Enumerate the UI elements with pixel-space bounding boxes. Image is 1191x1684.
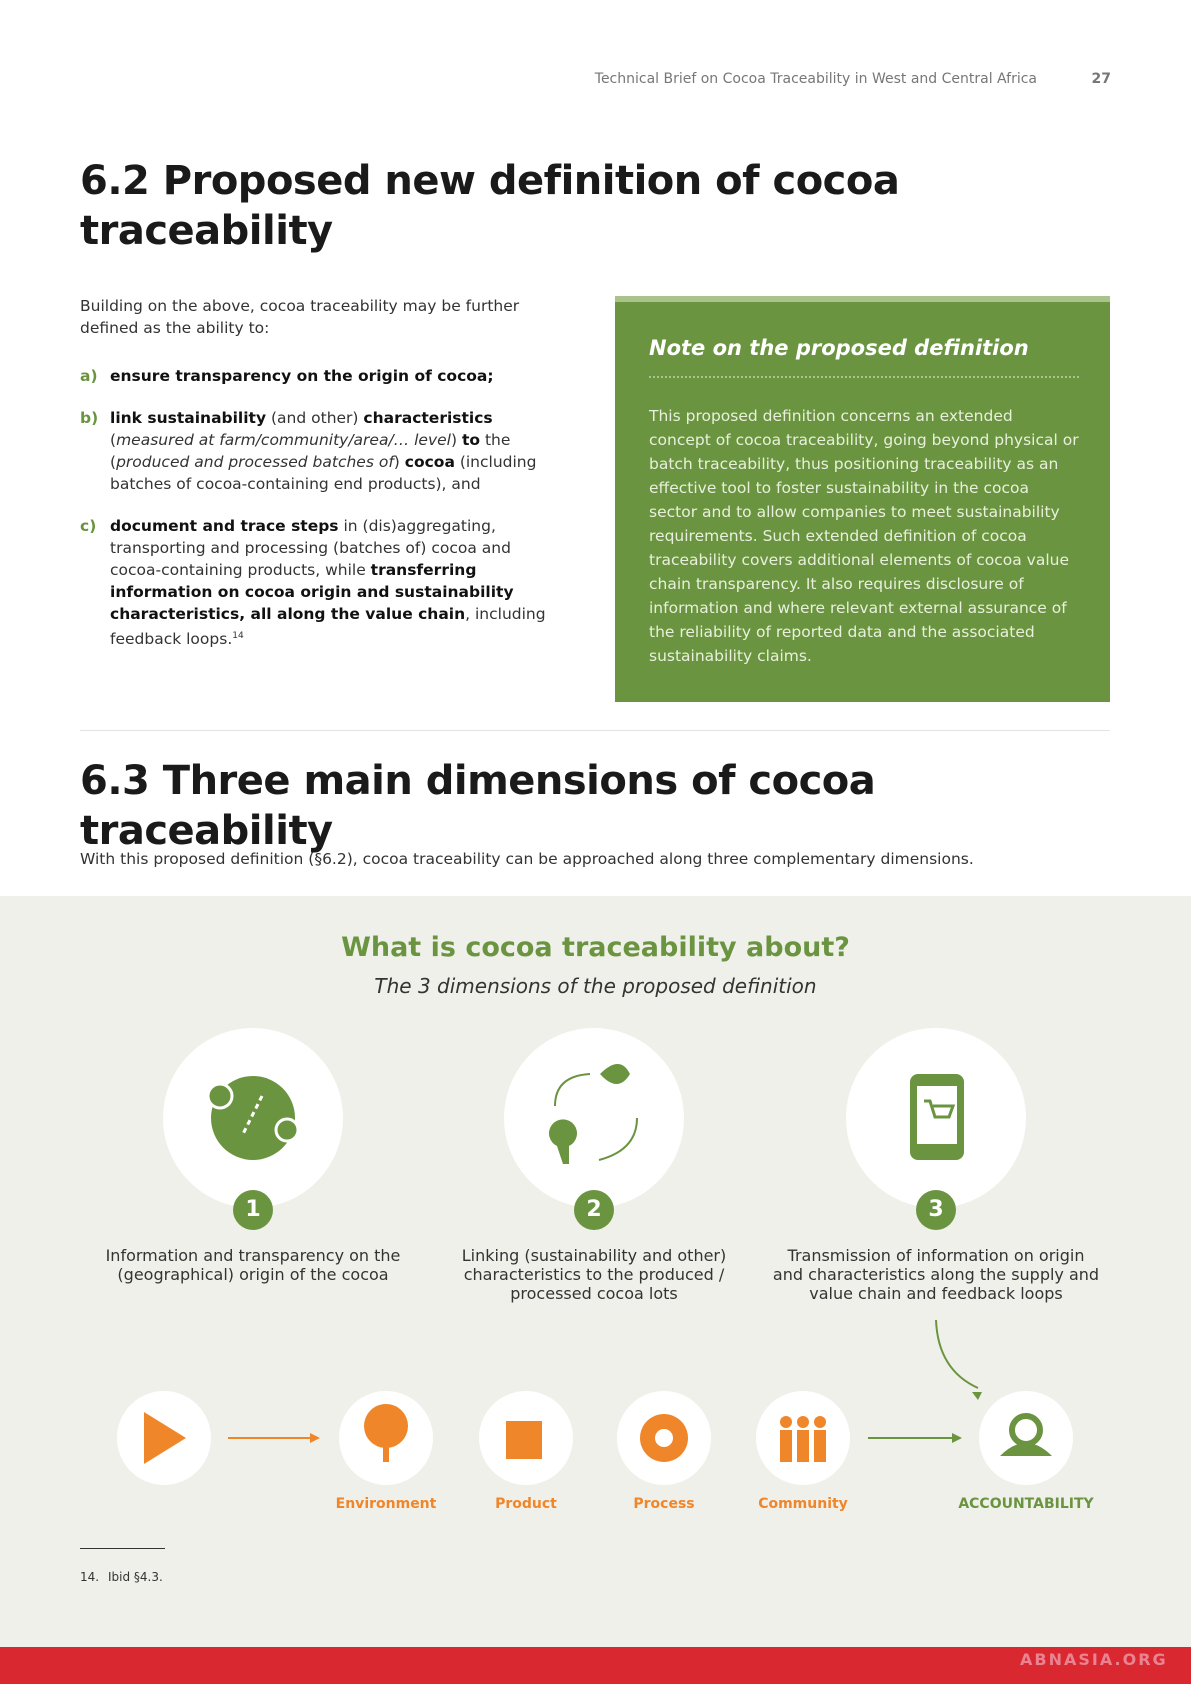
list-marker: a) xyxy=(80,367,98,385)
page-number: 27 xyxy=(1091,71,1111,87)
text-run: ) xyxy=(393,453,405,471)
footnote-number: 14. xyxy=(80,1570,100,1584)
text-run: characteristics xyxy=(363,409,493,427)
divider xyxy=(80,730,1110,731)
dimension-text: Linking (sustainability and other) chara… xyxy=(461,1246,727,1303)
text-run: 14 xyxy=(232,631,244,641)
text-run: transferring information on cocoa origin… xyxy=(110,561,514,623)
text-run: (and other) xyxy=(266,409,364,427)
dotted-rule xyxy=(649,376,1079,378)
infographic-art xyxy=(117,1028,1073,1485)
dimension-number: 3 xyxy=(928,1197,944,1222)
heading: 6.3 Three main dimensions of cocoa trace… xyxy=(80,758,876,854)
text-run: the ( xyxy=(110,431,511,471)
list-text: document and trace steps in (dis)aggrega… xyxy=(110,515,550,650)
text-run: , including feedback loops. xyxy=(110,605,546,649)
text-run: (including batches of cocoa-containing e… xyxy=(110,453,537,493)
text-run: in (dis)aggregating, transporting and pr… xyxy=(110,517,511,579)
list: a) ensure transparency on the origin of c… xyxy=(80,365,550,670)
text-run: ( xyxy=(110,431,117,449)
text-run: ) xyxy=(450,431,462,449)
dimension-number: 1 xyxy=(245,1197,261,1222)
dimension-number: 2 xyxy=(586,1197,602,1222)
running-title: Technical Brief on Cocoa Traceability in… xyxy=(594,71,1037,87)
note-title: Note on the proposed definition xyxy=(649,336,1029,360)
dimension-text: Transmission of information on origin an… xyxy=(772,1246,1100,1303)
heading: 6.2 Proposed new definition of cocoa tra… xyxy=(80,158,900,254)
note-box: Note on the proposed definition This pro… xyxy=(615,296,1110,702)
list-marker: b) xyxy=(80,409,99,427)
flow-label: Product xyxy=(495,1496,557,1512)
flow-label: Environment xyxy=(335,1496,437,1512)
dimension-text: Information and transparency on the (geo… xyxy=(105,1246,401,1284)
infographic-subtitle: The 3 dimensions of the proposed definit… xyxy=(374,974,817,998)
watermark: ABNASIA.ORG xyxy=(1020,1650,1168,1669)
text-run: cocoa xyxy=(404,453,455,471)
list-item: b) link sustainability (and other) charac… xyxy=(80,407,550,495)
intro: Building on the above, cocoa traceabilit… xyxy=(80,297,520,337)
flow-label: Community xyxy=(758,1496,848,1512)
text-run: produced and processed batches of xyxy=(116,453,394,471)
list-item: c) document and trace steps in (dis)aggre… xyxy=(80,515,550,650)
intro: With this proposed definition (§6.2), co… xyxy=(80,850,974,868)
text-run: ensure transparency on the origin of coc… xyxy=(110,367,494,385)
note-body: This proposed definition concerns an ext… xyxy=(649,407,1079,665)
flow-label: ACCOUNTABILITY xyxy=(958,1496,1094,1512)
list-text: link sustainability (and other) characte… xyxy=(110,407,550,495)
footnote-rule xyxy=(80,1548,165,1549)
text-run: to xyxy=(461,431,481,449)
text-run: measured at farm/community/area/… level xyxy=(116,431,451,449)
infographic-title: What is cocoa traceability about? xyxy=(341,932,850,963)
list-text: ensure transparency on the origin of coc… xyxy=(110,365,494,387)
flow-label: Process xyxy=(633,1496,695,1512)
text-run: document and trace steps xyxy=(110,517,339,535)
text-run: link sustainability xyxy=(110,409,267,427)
footer-bar xyxy=(0,1647,1191,1684)
list-item: a) ensure transparency on the origin of c… xyxy=(80,365,550,387)
footnote-text: Ibid §4.3. xyxy=(108,1570,163,1584)
list-marker: c) xyxy=(80,517,97,535)
infographic: What is cocoa traceability about? The 3 … xyxy=(0,896,1191,1647)
